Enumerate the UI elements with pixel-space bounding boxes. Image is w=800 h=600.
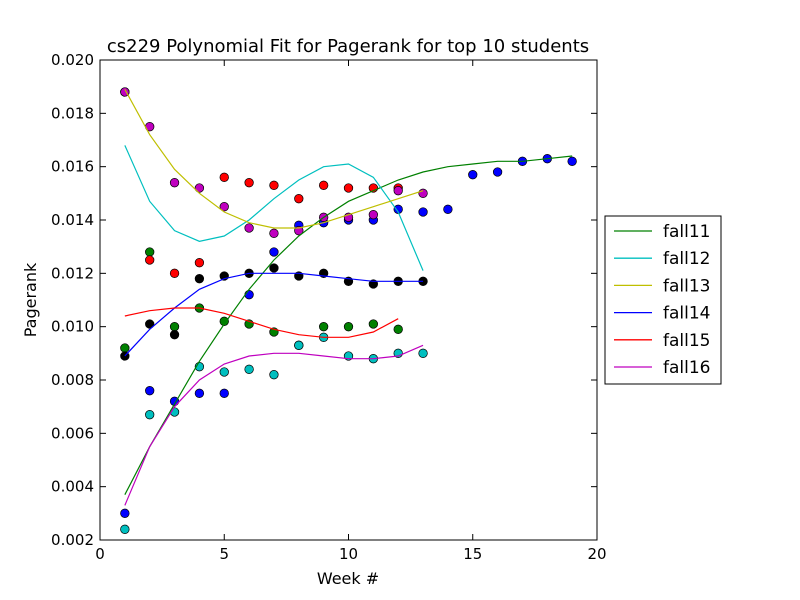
data-point xyxy=(468,170,478,180)
data-point xyxy=(120,508,130,518)
data-point xyxy=(219,172,229,182)
data-point xyxy=(219,316,229,326)
data-point xyxy=(567,156,577,166)
legend-label-fall14: fall14 xyxy=(663,304,710,324)
legend-label-fall16: fall16 xyxy=(663,358,710,378)
data-point xyxy=(169,268,180,278)
y-tick-label: 0.004 xyxy=(51,478,94,496)
data-point xyxy=(492,167,503,177)
y-tick-label: 0.020 xyxy=(51,51,94,69)
data-point xyxy=(194,183,205,193)
legend-box xyxy=(604,215,722,385)
data-point xyxy=(418,207,428,217)
legend-label-fall13: fall13 xyxy=(663,276,710,296)
y-tick-label: 0.018 xyxy=(51,104,94,122)
data-point xyxy=(145,319,155,329)
data-point xyxy=(169,178,180,188)
data-point xyxy=(244,290,254,300)
y-tick-label: 0.012 xyxy=(51,264,94,282)
data-point xyxy=(145,386,155,396)
data-point xyxy=(319,322,329,332)
y-axis-label: Pagerank xyxy=(21,262,40,337)
data-point xyxy=(219,367,229,377)
data-point xyxy=(343,183,354,193)
legend-label-fall12: fall12 xyxy=(663,249,710,269)
data-point xyxy=(269,180,279,190)
data-point xyxy=(368,319,379,329)
data-point xyxy=(145,247,155,257)
data-point xyxy=(418,348,428,358)
data-point xyxy=(294,194,304,204)
x-tick-label: 20 xyxy=(587,545,606,563)
data-point xyxy=(169,330,180,340)
data-point xyxy=(393,324,403,334)
data-point xyxy=(145,410,155,420)
y-tick-label: 0.010 xyxy=(51,318,94,336)
legend-label-fall11: fall11 xyxy=(663,222,710,242)
data-point xyxy=(269,370,279,380)
data-point xyxy=(194,274,205,284)
data-point xyxy=(393,204,403,214)
data-point xyxy=(269,228,279,238)
y-tick-label: 0.016 xyxy=(51,158,94,176)
chart-title: cs229 Polynomial Fit for Pagerank for to… xyxy=(107,36,589,57)
x-tick-label: 10 xyxy=(339,545,358,563)
data-point xyxy=(169,322,180,332)
data-point xyxy=(219,202,229,212)
data-point xyxy=(443,204,453,214)
data-point xyxy=(269,247,279,257)
series-line-fall15 xyxy=(124,307,399,338)
x-tick-label: 5 xyxy=(219,545,229,563)
data-point xyxy=(393,186,403,196)
x-axis-label: Week # xyxy=(317,569,379,588)
data-point xyxy=(294,340,304,350)
series-line-fall12 xyxy=(124,145,424,271)
legend: fall11 fall12 fall13 fall14 fall15 fall16 xyxy=(604,215,722,385)
data-point xyxy=(145,255,155,265)
x-tick-label: 15 xyxy=(463,545,482,563)
legend-label-fall15: fall15 xyxy=(663,331,710,351)
plot-area: 0 5 10 15 20 0.002 0.004 0.006 0.008 0.010 0.012 0.… xyxy=(51,51,607,563)
data-point xyxy=(269,263,279,273)
y-tick-label: 0.006 xyxy=(51,424,94,442)
data-point xyxy=(244,223,254,233)
series-line-fall16 xyxy=(124,344,424,506)
series-line-fall11 xyxy=(124,155,573,495)
data-point xyxy=(120,343,130,353)
data-point xyxy=(219,388,229,398)
data-point xyxy=(418,188,428,198)
data-point xyxy=(120,524,130,534)
y-tick-label: 0.014 xyxy=(51,211,94,229)
y-tick-label: 0.008 xyxy=(51,371,94,389)
data-point xyxy=(244,364,254,374)
y-tick-label: 0.002 xyxy=(51,531,94,549)
data-point xyxy=(319,180,329,190)
data-point xyxy=(244,178,254,188)
series-line-fall13 xyxy=(124,89,424,229)
data-point xyxy=(194,258,205,268)
x-tick-label: 0 xyxy=(95,545,105,563)
data-point xyxy=(343,322,354,332)
data-point xyxy=(194,388,205,398)
data-point xyxy=(368,210,379,220)
